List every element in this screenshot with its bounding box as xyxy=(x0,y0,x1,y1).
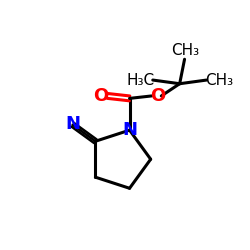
Text: N: N xyxy=(66,115,81,133)
Text: N: N xyxy=(122,121,137,139)
Text: CH₃: CH₃ xyxy=(171,43,199,58)
Text: H₃C: H₃C xyxy=(126,72,154,88)
Text: O: O xyxy=(150,87,165,105)
Text: CH₃: CH₃ xyxy=(205,72,233,88)
Text: O: O xyxy=(93,87,108,105)
